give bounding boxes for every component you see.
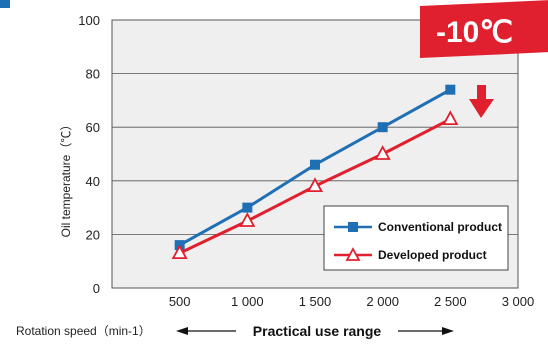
data-point-conventional (377, 122, 388, 133)
legend-label-conventional: Conventional product (378, 220, 502, 234)
y-tick-label: 40 (86, 174, 100, 189)
x-tick-label: 3 000 (502, 294, 535, 309)
y-tick-label: 100 (78, 13, 100, 28)
x-tick-label: 2 500 (434, 294, 467, 309)
x-tick-label: 1 500 (299, 294, 332, 309)
y-axis-label: Oil temperature（℃） (59, 119, 73, 238)
y-tick-label: 60 (86, 120, 100, 135)
practical-range-label: Practical use range (253, 323, 382, 339)
down-arrow-icon (469, 85, 494, 118)
data-point-developed (442, 110, 459, 126)
data-point-conventional (310, 159, 320, 170)
series-layer (171, 84, 459, 260)
x-tick-label: 500 (169, 294, 191, 309)
data-point-developed (239, 212, 256, 227)
y-tick-label: 80 (86, 67, 100, 82)
x-axis-ticks: 500 1 000 1 500 2 000 2 500 3 000 (169, 294, 534, 309)
x-tick-label: 2 000 (366, 294, 399, 309)
header-marker (0, 0, 10, 8)
x-axis-label: Rotation speed（min-1） (16, 324, 151, 338)
y-tick-label: 0 (93, 281, 100, 296)
badge-text: -10℃ (436, 16, 513, 49)
legend-marker-developed (345, 247, 361, 261)
legend: Conventional product Developed product (323, 205, 509, 271)
data-point-conventional (445, 84, 456, 95)
data-point-conventional (242, 202, 253, 213)
practical-range-arrow (176, 327, 454, 335)
legend-label-developed: Developed product (378, 248, 487, 262)
data-point-developed (171, 244, 188, 260)
x-tick-label: 1 000 (231, 294, 264, 309)
legend-marker-conventional (348, 222, 358, 232)
y-axis-ticks: 0 20 40 60 80 100 (78, 13, 100, 296)
data-point-developed (374, 145, 391, 160)
temperature-reduction-badge: -10℃ (420, 0, 548, 58)
badge-background (420, 0, 548, 58)
data-point-developed (306, 177, 324, 193)
y-tick-label: 20 (86, 227, 100, 242)
